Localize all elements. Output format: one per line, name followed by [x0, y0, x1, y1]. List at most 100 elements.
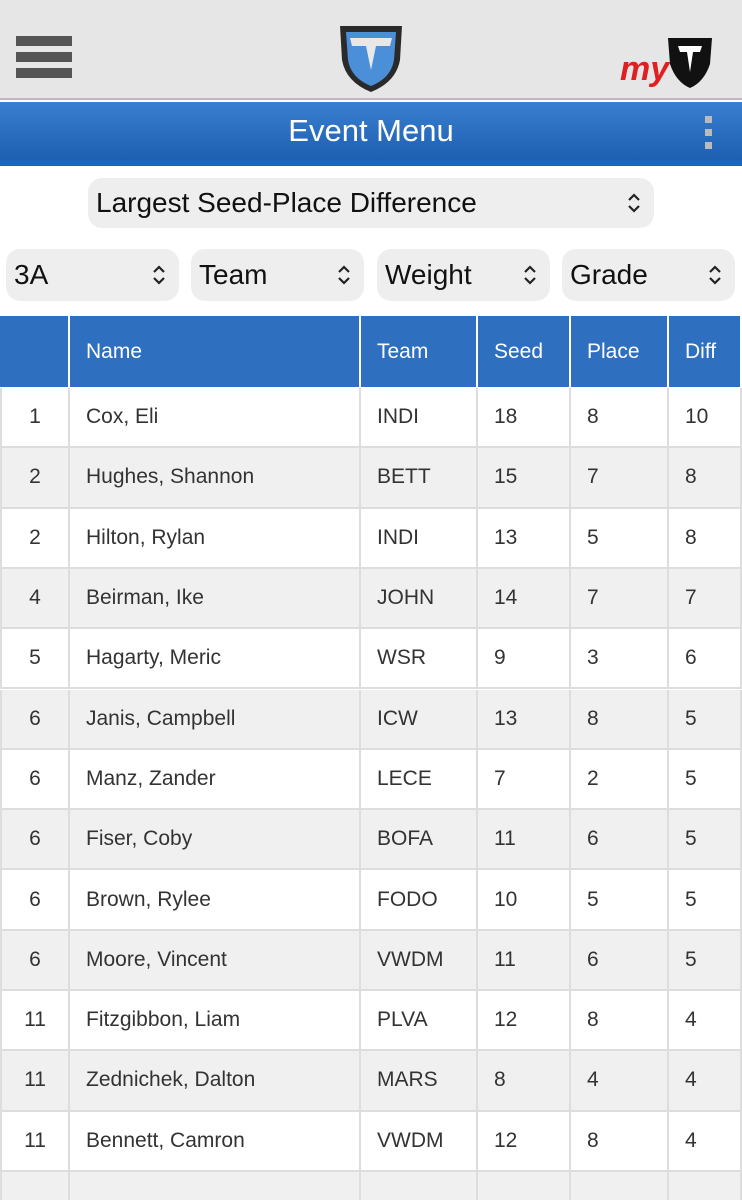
table-cell: 11 [0, 1051, 70, 1112]
filter-text: Weight [385, 259, 472, 290]
table-cell: 2 [0, 508, 70, 569]
table-cell: 6 [0, 870, 70, 931]
table-cell: 8 [571, 388, 669, 449]
table-cell: 6 [571, 810, 669, 871]
table-cell: INDI [361, 508, 478, 569]
brand-icon[interactable] [664, 34, 716, 90]
filter-text: Grade [570, 259, 648, 290]
table-cell [361, 1171, 478, 1200]
table-cell: MARS [361, 1051, 478, 1112]
table-cell: 5 [669, 930, 742, 991]
table-cell: 4 [669, 1111, 742, 1172]
table-cell: 1 [0, 388, 70, 449]
table-cell: Brown, Rylee [70, 870, 361, 931]
table-cell: 12 [478, 991, 571, 1052]
table-cell: 15 [478, 448, 571, 509]
table-cell: FODO [361, 870, 478, 931]
table-cell [0, 1171, 70, 1200]
table-cell: 7 [571, 568, 669, 630]
table-cell: 5 [669, 810, 742, 871]
table-cell: 8 [669, 508, 742, 569]
table-cell: 5 [0, 629, 70, 690]
table-cell: Beirman, Ike [70, 568, 361, 630]
chevron [153, 265, 165, 285]
table-cell: Cox, Eli [70, 388, 361, 449]
logo[interactable] [336, 20, 406, 94]
table-cell [478, 1171, 571, 1200]
table-cell: ICW [361, 689, 478, 750]
table-cell: 2 [0, 448, 70, 509]
filter-select[interactable]: Team [191, 249, 364, 301]
column-header: Name [70, 316, 361, 387]
brand-text[interactable]: my [620, 50, 670, 88]
column-header: Team [361, 316, 478, 387]
hamburger-menu[interactable] [16, 36, 74, 80]
table-cell: 5 [669, 689, 742, 750]
table-cell: Hilton, Rylan [70, 508, 361, 569]
table-cell: BOFA [361, 810, 478, 871]
column-header: Diff [669, 316, 742, 387]
table-cell: 4 [571, 1051, 669, 1112]
table-cell: 6 [0, 689, 70, 750]
table-cell: 5 [571, 870, 669, 931]
table-cell: 8 [571, 1111, 669, 1172]
table-cell: 10 [669, 388, 742, 449]
table-cell: 12 [478, 1111, 571, 1172]
table-cell: 6 [669, 629, 742, 690]
table-cell: 3 [571, 629, 669, 690]
table-cell: 5 [669, 749, 742, 811]
filter-text: 3A [14, 259, 49, 290]
chevron [338, 265, 350, 285]
filter-select[interactable]: Weight [377, 249, 550, 301]
table-cell: Manz, Zander [70, 749, 361, 811]
table-cell: 9 [478, 629, 571, 690]
table-cell: 13 [478, 689, 571, 750]
table-cell [571, 1171, 669, 1200]
chevron [709, 265, 721, 285]
table-cell: 7 [669, 568, 742, 630]
filter-select[interactable]: 3A [6, 249, 179, 301]
table-cell: VWDM [361, 1111, 478, 1172]
table-cell: 7 [478, 749, 571, 811]
table-cell: Hughes, Shannon [70, 448, 361, 509]
table-cell: Moore, Vincent [70, 930, 361, 991]
event-menu-bar [0, 102, 742, 166]
column-header: Place [571, 316, 669, 387]
table-cell: WSR [361, 629, 478, 690]
table-cell: 5 [669, 870, 742, 931]
filter-text: Team [199, 259, 268, 290]
table-cell: Hagarty, Meric [70, 629, 361, 690]
table-cell: 2 [571, 749, 669, 811]
table-cell: 5 [571, 508, 669, 569]
table-cell: 4 [669, 1051, 742, 1112]
table-cell: 8 [571, 689, 669, 750]
table-cell: VWDM [361, 930, 478, 991]
table-cell: 11 [0, 991, 70, 1052]
table-cell: Janis, Campbell [70, 689, 361, 750]
chevron [628, 193, 640, 213]
table-cell: 8 [669, 448, 742, 509]
report-select[interactable]: Largest Seed-Place Difference [88, 178, 654, 228]
table-cell: Fitzgibbon, Liam [70, 991, 361, 1052]
table-cell: 8 [571, 991, 669, 1052]
table-cell: 11 [0, 1111, 70, 1172]
table-cell: 11 [478, 930, 571, 991]
table-cell: BETT [361, 448, 478, 509]
filter-select[interactable]: Grade [562, 249, 735, 301]
table-cell: 14 [478, 568, 571, 630]
table-cell: LECE [361, 749, 478, 811]
table-cell: 6 [0, 810, 70, 871]
kebab-menu[interactable] [702, 116, 716, 150]
page-title: Event Menu [288, 113, 454, 148]
table-cell: JOHN [361, 568, 478, 630]
table-cell: 4 [669, 991, 742, 1052]
report-select-text: Largest Seed-Place Difference [96, 187, 477, 218]
table-cell: 13 [478, 508, 571, 569]
table-cell [70, 1171, 361, 1200]
table-cell: 6 [0, 930, 70, 991]
header-cell-empty [0, 316, 70, 387]
table-cell: 6 [0, 749, 70, 811]
table-cell: 18 [478, 388, 571, 449]
column-header: Seed [478, 316, 571, 387]
